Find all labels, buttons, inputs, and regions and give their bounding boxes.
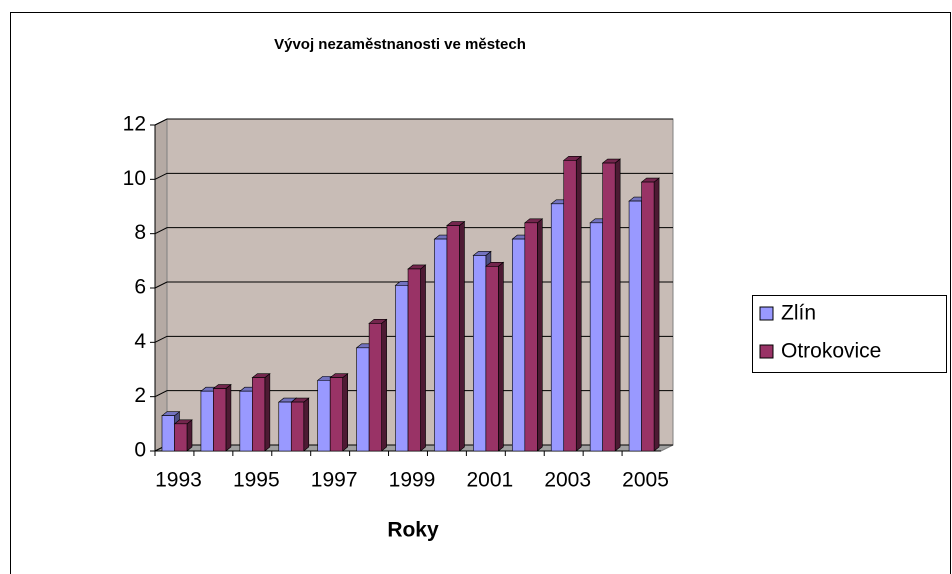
bar — [290, 397, 310, 452]
x-tick-label: 1997 — [311, 469, 358, 492]
bar-front — [473, 255, 487, 452]
bar-front — [252, 377, 266, 452]
legend-swatch — [759, 344, 774, 359]
bar-front — [512, 238, 526, 452]
bar-side — [653, 177, 660, 452]
bar-front — [329, 377, 343, 452]
bar-side — [381, 318, 387, 452]
bar-front — [641, 181, 655, 452]
grid-line — [154, 335, 673, 343]
bar — [601, 158, 622, 452]
bar-side — [342, 373, 348, 452]
bar-side — [614, 158, 621, 452]
bar-front — [200, 390, 214, 452]
bar — [407, 264, 427, 452]
bar-front — [213, 388, 227, 452]
x-tick-label: 2001 — [466, 469, 513, 492]
bar — [640, 177, 660, 452]
legend-box — [752, 295, 947, 373]
y-tick-label: 4 — [134, 330, 146, 353]
bar-front — [485, 265, 499, 452]
bar-front — [407, 268, 421, 452]
y-tick-label: 8 — [134, 221, 146, 244]
bar — [251, 373, 271, 452]
x-tick-label: 2003 — [544, 469, 591, 492]
y-tick-label: 2 — [134, 384, 146, 407]
x-tick-label: 1995 — [233, 469, 280, 492]
bar-front — [239, 390, 253, 452]
bar-side — [575, 155, 582, 452]
bar-front — [278, 401, 292, 452]
bar-front — [446, 225, 460, 452]
y-tick-label: 0 — [134, 439, 146, 462]
bar — [368, 318, 388, 452]
y-tick-label: 12 — [123, 113, 146, 136]
grid-line — [154, 118, 673, 126]
bar-side — [459, 220, 465, 452]
x-tick-label: 1999 — [389, 469, 436, 492]
bar-side — [303, 397, 310, 452]
bar-side — [186, 419, 193, 452]
bar-side — [537, 218, 543, 452]
bar-front — [161, 415, 175, 452]
bar — [446, 220, 466, 452]
legend-label: Zlín — [781, 302, 816, 325]
legend-swatch — [759, 306, 774, 321]
bar — [485, 261, 505, 452]
bar — [329, 373, 349, 452]
bar-front — [602, 162, 616, 452]
grid-line — [154, 281, 673, 289]
bar-side — [420, 264, 426, 452]
bar-front — [395, 284, 409, 452]
bar-front — [434, 238, 448, 452]
grid-line — [154, 172, 673, 180]
bar-side — [264, 373, 271, 452]
x-tick-label: 2005 — [622, 469, 669, 492]
bar — [562, 155, 583, 452]
bar-side — [498, 261, 504, 452]
bar-front — [368, 323, 382, 452]
bar-front — [524, 222, 538, 452]
bar-side — [225, 383, 232, 452]
bar-front — [356, 347, 370, 452]
bar-front — [290, 401, 305, 452]
bar-front — [589, 222, 603, 452]
y-tick-label: 6 — [134, 276, 146, 299]
grid-line — [154, 390, 673, 398]
bar-front — [550, 203, 565, 452]
bar-front — [317, 380, 331, 452]
bar-front — [174, 423, 188, 452]
grid-line — [154, 227, 673, 235]
bar — [212, 383, 232, 452]
bar-front — [628, 200, 642, 452]
bar — [173, 419, 193, 452]
x-tick-label: 1993 — [155, 469, 202, 492]
bar-front — [563, 160, 577, 452]
chart-title: Vývoj nezaměstnanosti ve městech — [274, 36, 526, 53]
legend-label: Otrokovice — [781, 340, 881, 363]
bar — [523, 218, 544, 452]
x-axis-title: Roky — [387, 519, 439, 542]
y-tick-label: 10 — [123, 167, 146, 190]
